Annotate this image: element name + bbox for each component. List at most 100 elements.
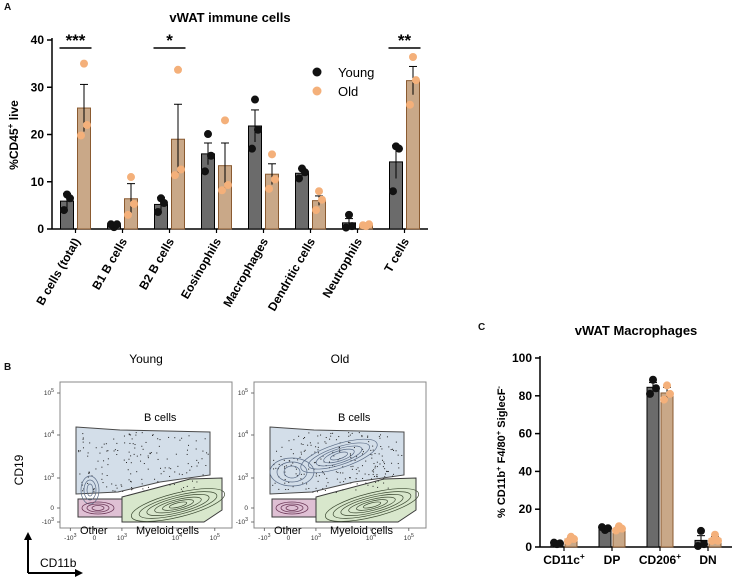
event-dot xyxy=(107,458,109,460)
b-cell-contour xyxy=(269,457,315,487)
event-dot xyxy=(202,474,204,476)
point-old xyxy=(660,395,668,404)
point-old xyxy=(265,184,273,193)
event-dot xyxy=(93,491,95,493)
event-dot xyxy=(390,449,392,451)
event-dot xyxy=(379,463,381,465)
event-dot xyxy=(141,445,143,447)
event-dot xyxy=(328,461,330,463)
point-old xyxy=(77,131,85,140)
other-contour xyxy=(81,501,115,515)
event-dot xyxy=(336,478,338,480)
event-dot xyxy=(367,484,369,486)
event-dot xyxy=(313,462,315,464)
event-dot xyxy=(128,479,130,481)
event-dot xyxy=(128,458,130,460)
event-dot xyxy=(88,472,90,474)
event-dot xyxy=(384,468,386,470)
event-dot xyxy=(283,459,285,461)
event-dot xyxy=(365,482,367,484)
event-dot xyxy=(339,472,341,474)
point-old xyxy=(174,65,182,74)
event-dot xyxy=(317,442,319,444)
event-dot xyxy=(130,455,132,457)
point-old xyxy=(177,165,185,174)
b-cell-contour xyxy=(80,475,100,505)
point-young xyxy=(556,539,564,548)
point-young xyxy=(207,151,215,160)
event-dot xyxy=(78,451,80,453)
y-tick-label: 40 xyxy=(519,464,533,478)
event-dot xyxy=(290,448,292,450)
event-dot xyxy=(288,460,290,462)
event-dot xyxy=(297,459,299,461)
event-dot xyxy=(284,466,286,468)
event-dot xyxy=(294,466,296,468)
point-young xyxy=(113,220,121,229)
other-gate-label: Other xyxy=(274,525,302,537)
event-dot xyxy=(174,471,176,473)
event-dot xyxy=(117,450,119,452)
event-dot xyxy=(147,468,149,470)
event-dot xyxy=(358,470,360,472)
flow-y-tick-label: 104 xyxy=(44,430,54,439)
flow-x-tick-label: 103 xyxy=(117,533,127,542)
bar-young xyxy=(646,386,660,548)
point-old xyxy=(315,187,323,196)
event-dot xyxy=(276,450,278,452)
event-dot xyxy=(132,488,134,490)
event-dot xyxy=(355,468,357,470)
event-dot xyxy=(122,490,124,492)
event-dot xyxy=(325,437,327,439)
event-dot xyxy=(163,470,165,472)
event-dot xyxy=(361,465,363,467)
y-tick-label: 0 xyxy=(37,222,44,236)
event-dot xyxy=(147,486,149,488)
event-dot xyxy=(193,487,195,489)
event-dot xyxy=(386,470,388,472)
event-dot xyxy=(383,463,385,465)
myeloid-contour xyxy=(340,494,404,516)
event-dot xyxy=(123,459,125,461)
event-dot xyxy=(89,442,91,444)
event-dot xyxy=(350,460,352,462)
event-dot xyxy=(353,447,355,449)
event-dot xyxy=(205,465,207,467)
event-dot xyxy=(348,435,350,437)
event-dot xyxy=(288,440,290,442)
x-tick-label: DP xyxy=(604,553,621,567)
event-dot xyxy=(383,482,385,484)
b-cell-contour xyxy=(323,448,355,464)
event-dot xyxy=(106,450,108,452)
event-dot xyxy=(116,454,118,456)
event-dot xyxy=(320,458,322,460)
event-dot xyxy=(335,439,337,441)
event-dot xyxy=(367,435,369,437)
event-dot xyxy=(142,448,144,450)
event-dot xyxy=(143,490,145,492)
event-dot xyxy=(101,473,103,475)
event-dot xyxy=(93,489,95,491)
event-dot xyxy=(315,487,317,489)
flow-y-axis-label: CD19 xyxy=(12,454,26,485)
point-young xyxy=(251,95,259,104)
event-dot xyxy=(361,436,363,438)
event-dot xyxy=(277,468,279,470)
point-old xyxy=(406,100,414,109)
event-dot xyxy=(318,475,320,477)
event-dot xyxy=(325,442,327,444)
event-dot xyxy=(81,481,83,483)
panel-label-a: A xyxy=(4,2,12,13)
event-dot xyxy=(147,457,149,459)
b-cell-contour xyxy=(276,461,308,483)
event-dot xyxy=(300,453,302,455)
point-old xyxy=(365,220,373,229)
chart-title: vWAT Macrophages xyxy=(575,323,698,338)
event-dot xyxy=(330,432,332,434)
point-young xyxy=(342,223,350,232)
event-dot xyxy=(380,445,382,447)
b-cell-contour xyxy=(86,483,94,497)
event-dot xyxy=(352,465,354,467)
event-dot xyxy=(293,457,295,459)
